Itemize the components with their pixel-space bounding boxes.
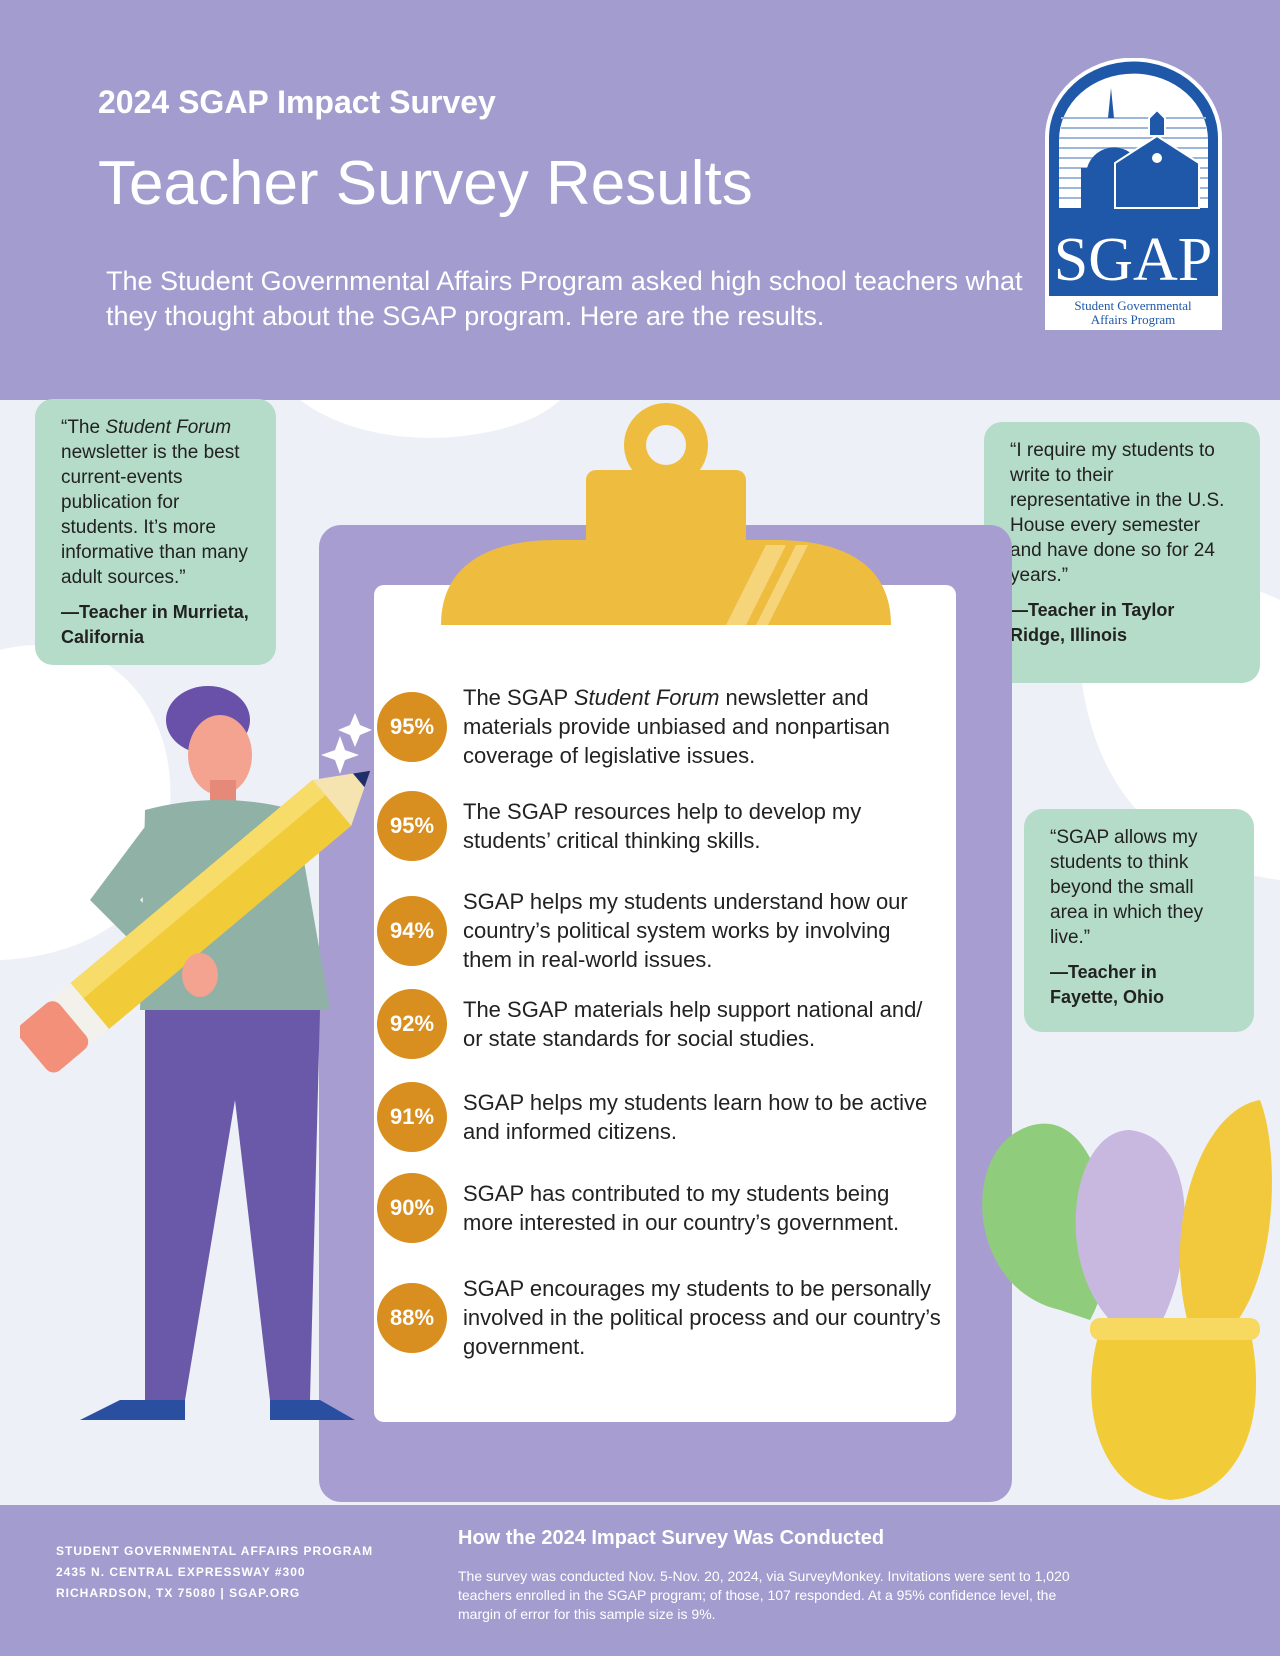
percent-badge: 88%: [377, 1282, 447, 1353]
quote-author: —Teacher in Taylor Ridge, Illinois: [1010, 600, 1175, 645]
quote-text: “I require my students to write to their…: [1010, 440, 1225, 586]
quote-taylor-ridge: “I require my students to write to their…: [984, 422, 1260, 683]
sgap-logo: SGAP Student Governmental Affairs Progra…: [1045, 58, 1222, 330]
result-item: 95% The SGAP Student Forum newsletter and…: [377, 683, 943, 770]
result-item: 91% SGAP helps my students learn how to b…: [377, 1082, 943, 1152]
quote-text: “SGAP allows my students to think beyond…: [1050, 827, 1204, 948]
subtitle: The Student Governmental Affairs Program…: [106, 266, 1023, 331]
svg-text:SGAP: SGAP: [1054, 226, 1213, 294]
result-text: SGAP has contributed to my students bein…: [463, 1181, 900, 1235]
percent-badge: 92%: [377, 989, 447, 1059]
result-text: The SGAP Student Forum newsletter and ma…: [463, 685, 890, 768]
result-item: 95% The SGAP resources help to develop my…: [377, 791, 943, 861]
methodology-heading: How the 2024 Impact Survey Was Conducted: [458, 1527, 885, 1549]
quote-text: “The Student Forum newsletter is the bes…: [61, 417, 248, 588]
result-text: SGAP encourages my students to be person…: [463, 1276, 941, 1359]
result-item: 88% SGAP encourages my students to be per…: [377, 1274, 943, 1361]
percent-badge: 91%: [377, 1082, 447, 1152]
quote-author: —Teacher in Fayette, Ohio: [1050, 962, 1165, 1007]
teacher-illustration: [20, 686, 372, 1420]
percent-badge: 90%: [377, 1173, 447, 1243]
percent-badge: 95%: [377, 691, 447, 762]
address-line: RICHARDSON, TX 75080 | SGAP.ORG: [56, 1586, 301, 1600]
quote-author: —Teacher in Murrieta, California: [61, 602, 249, 647]
result-item: 90% SGAP has contributed to my students b…: [377, 1173, 943, 1243]
footer: STUDENT GOVERNMENTAL AFFAIRS PROGRAM 243…: [0, 1505, 1280, 1656]
plant-illustration: [982, 1100, 1272, 1500]
result-text: The SGAP materials help support national…: [463, 997, 923, 1051]
svg-text:Student Governmental: Student Governmental: [1074, 298, 1192, 313]
methodology-text: The survey was conducted Nov. 5-Nov. 20,…: [458, 1568, 1070, 1622]
percent-badge: 95%: [377, 791, 447, 861]
quote-murrieta: “The Student Forum newsletter is the bes…: [35, 399, 276, 665]
quote-fayette: “SGAP allows my students to think beyond…: [1024, 809, 1254, 1032]
footer-address: STUDENT GOVERNMENTAL AFFAIRS PROGRAM 243…: [56, 1541, 373, 1604]
org-name: STUDENT GOVERNMENTAL AFFAIRS PROGRAM: [56, 1544, 374, 1558]
clipboard-clip: [441, 403, 891, 625]
header: 2024 SGAP Impact Survey Teacher Survey R…: [0, 0, 1280, 400]
percent-badge: 94%: [377, 895, 447, 966]
result-text: The SGAP resources help to develop my st…: [463, 799, 862, 853]
clipboard-paper: [374, 585, 956, 1422]
page-title: Teacher Survey Results: [98, 149, 753, 218]
result-item: 94% SGAP helps my students understand how…: [377, 887, 943, 974]
result-item: 92% The SGAP materials help support natio…: [377, 989, 943, 1059]
result-text: SGAP helps my students learn how to be a…: [463, 1090, 928, 1144]
address-line: 2435 N. CENTRAL EXPRESSWAY #300: [56, 1565, 306, 1579]
svg-text:Affairs Program: Affairs Program: [1091, 312, 1176, 327]
result-text: SGAP helps my students understand how ou…: [463, 889, 908, 972]
kicker: 2024 SGAP Impact Survey: [98, 84, 496, 120]
